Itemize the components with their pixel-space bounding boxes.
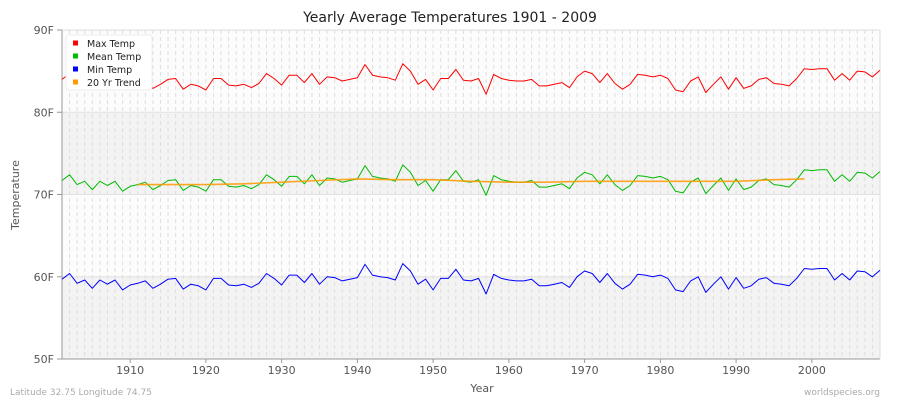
x-axis: 1910 1920 1930 1940 1950 1960 1970 1980 1990 2000 [116,359,826,377]
series-line-max-temp [61,63,881,95]
x-tick-label: 1970 [571,364,599,377]
chart-title: Yearly Average Temperatures 1901 - 2009 [302,10,597,26]
y-tick-label: 80F [34,106,54,119]
legend-swatch [73,79,78,85]
x-tick-label: 1980 [646,364,674,377]
legend-label: Min Temp [87,65,132,76]
legend-label: Max Temp [87,39,135,50]
footer-location: Latitude 32.75 Longitude 74.75 [10,388,152,398]
x-tick-label: 1920 [192,364,220,377]
y-tick-label: 90F [34,24,54,37]
series-line-mean-temp [61,164,881,196]
x-tick-label: 1990 [722,364,750,377]
x-axis-label: Year [469,382,494,395]
series-lines [61,63,881,295]
x-tick-label: 1930 [268,364,296,377]
legend-swatch [73,40,78,46]
legend-label: 20 Yr Trend [87,78,141,89]
x-tick-label: 1950 [419,364,447,377]
x-tick-label: 1960 [495,364,523,377]
y-axis-label: Temperature [9,160,22,231]
grid-lines [61,29,881,360]
y-tick-label: 70F [34,189,54,202]
x-tick-label: 1910 [116,364,144,377]
legend-swatch [73,66,78,72]
x-tick-label: 1940 [343,364,371,377]
y-tick-label: 50F [34,353,54,366]
legend-box [65,34,153,91]
legend-swatch [73,53,78,59]
x-tick-label: 2000 [798,364,826,377]
plot-band [62,30,880,113]
y-tick-label: 60F [34,271,54,284]
series-line-20-yr-trend [137,178,805,186]
y-axis: 50F 60F 70F 80F 90F [34,24,62,366]
footer-source: worldspecies.org [804,388,880,398]
legend: Max Temp Mean Temp Min Temp 20 Yr Trend [65,34,153,91]
series-line-min-temp [61,263,881,295]
legend-label: Mean Temp [87,52,141,63]
